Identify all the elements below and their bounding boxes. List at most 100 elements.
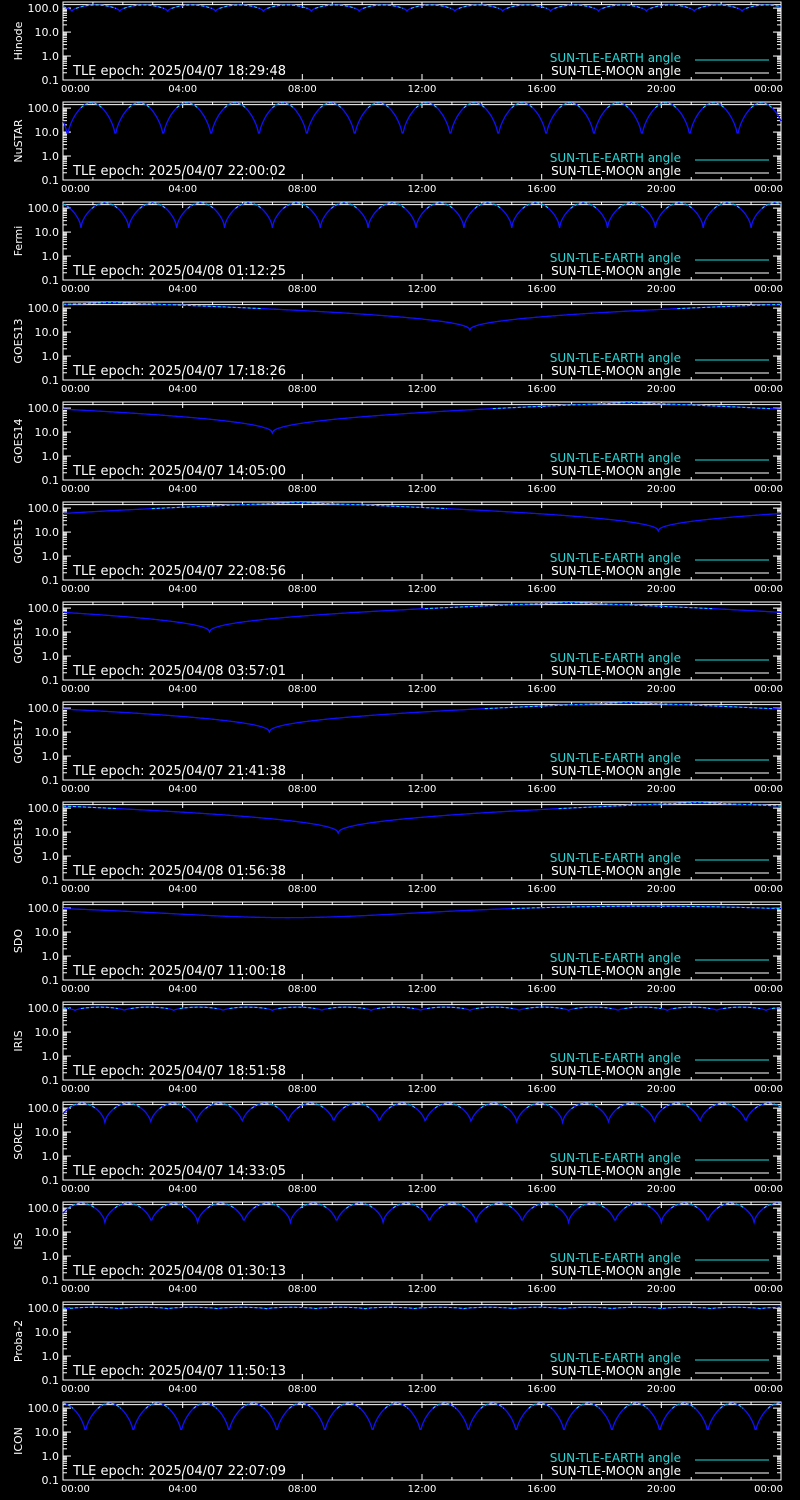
satellite-name-label: GOES15 xyxy=(12,518,25,563)
y-tick-label: 100.0 xyxy=(28,1202,60,1215)
x-tick-label: 08:00 xyxy=(288,84,317,95)
y-minor-ticks xyxy=(63,907,781,981)
x-tick-label: 08:00 xyxy=(288,784,317,795)
x-tick-label: 12:00 xyxy=(408,584,437,595)
y-tick-label: 10.0 xyxy=(35,1026,60,1039)
x-tick-label: 04:00 xyxy=(168,284,197,295)
y-tick-label: 100.0 xyxy=(28,102,60,115)
x-tick-label: 00:00 xyxy=(61,484,90,495)
x-tick-label: 00:00 xyxy=(61,1384,90,1395)
x-tick-label: 20:00 xyxy=(647,1384,676,1395)
x-tick-label: 08:00 xyxy=(288,1484,317,1495)
x-tick-label: 16:00 xyxy=(527,484,556,495)
tle-epoch-text: TLE epoch: 2025/04/08 01:30:13 xyxy=(72,1264,286,1279)
x-tick-label: 08:00 xyxy=(288,484,317,495)
x-tick-label: 04:00 xyxy=(168,384,197,395)
y-tick-label: 1.0 xyxy=(42,950,60,963)
y-tick-label: 10.0 xyxy=(35,126,60,139)
legend-earth-label: SUN-TLE-EARTH angle xyxy=(550,551,681,565)
earth-angle-curve xyxy=(62,1102,782,1126)
y-tick-label: 10.0 xyxy=(35,226,60,239)
y-tick-label: 0.1 xyxy=(42,774,60,787)
x-tick-label: 20:00 xyxy=(647,984,676,995)
tle-epoch-text: TLE epoch: 2025/04/08 01:56:38 xyxy=(72,864,286,879)
x-tick-label: 20:00 xyxy=(647,784,676,795)
x-tick-label: 16:00 xyxy=(527,884,556,895)
tle-epoch-text: TLE epoch: 2025/04/08 03:57:01 xyxy=(72,664,286,679)
y-tick-label: 10.0 xyxy=(35,626,60,639)
legend-moon-label: SUN-TLE-MOON angle xyxy=(551,1264,681,1278)
x-tick-label: 12:00 xyxy=(408,884,437,895)
x-tick-label: 20:00 xyxy=(647,484,676,495)
legend-moon-label: SUN-TLE-MOON angle xyxy=(551,1164,681,1178)
legend-moon-label: SUN-TLE-MOON angle xyxy=(551,464,681,478)
panel-sdo: 100.010.01.00.100:00 04:00 08:00 12:00 16:00… xyxy=(12,901,783,995)
x-tick-label: 20:00 xyxy=(647,284,676,295)
x-tick-label: 20:00 xyxy=(647,1484,676,1495)
x-tick-label: 04:00 xyxy=(168,1184,197,1195)
legend-moon-label: SUN-TLE-MOON angle xyxy=(551,164,681,178)
y-tick-label: 0.1 xyxy=(42,74,60,87)
y-tick-label: 10.0 xyxy=(35,26,60,39)
earth-angle-curve xyxy=(63,301,782,332)
y-tick-label: 10.0 xyxy=(35,1426,60,1439)
x-tick-label: 20:00 xyxy=(647,84,676,95)
earth-angle-highlight xyxy=(62,1402,782,1409)
y-minor-ticks xyxy=(63,707,781,781)
x-tick-label: 00:00 xyxy=(754,484,783,495)
satellite-name-label: ICON xyxy=(12,1427,25,1455)
y-tick-label: 1.0 xyxy=(42,450,60,463)
x-tick-label: 00:00 xyxy=(61,684,90,695)
x-tick-label: 12:00 xyxy=(408,984,437,995)
legend-earth-label: SUN-TLE-EARTH angle xyxy=(550,751,681,765)
x-tick-label: 00:00 xyxy=(61,884,90,895)
y-minor-ticks xyxy=(63,607,781,681)
y-minor-ticks xyxy=(63,307,781,381)
panel-nustar: 100.010.01.00.100:00 04:00 08:00 12:00 16:00… xyxy=(12,101,783,195)
legend-earth-label: SUN-TLE-EARTH angle xyxy=(550,1151,681,1165)
y-tick-label: 100.0 xyxy=(28,502,60,515)
tle-epoch-text: TLE epoch: 2025/04/07 18:51:58 xyxy=(72,1064,286,1079)
y-tick-label: 10.0 xyxy=(35,326,60,339)
legend-earth-label: SUN-TLE-EARTH angle xyxy=(550,1251,681,1265)
y-tick-label: 10.0 xyxy=(35,726,60,739)
x-tick-label: 20:00 xyxy=(647,1284,676,1295)
earth-angle-curve xyxy=(62,1306,782,1310)
x-tick-label: 04:00 xyxy=(168,1484,197,1495)
y-tick-label: 0.1 xyxy=(42,274,60,287)
y-minor-ticks xyxy=(63,1407,781,1481)
x-tick-label: 16:00 xyxy=(527,384,556,395)
y-tick-label: 0.1 xyxy=(42,674,60,687)
legend-moon-label: SUN-TLE-MOON angle xyxy=(551,564,681,578)
x-tick-label: 20:00 xyxy=(647,184,676,195)
x-tick-label: 12:00 xyxy=(408,1084,437,1095)
panel-proba-2: 100.010.01.00.100:00 04:00 08:00 12:00 16:00… xyxy=(12,1301,783,1395)
panel-goes14: 100.010.01.00.100:00 04:00 08:00 12:00 16:00… xyxy=(12,401,783,495)
tle-epoch-text: TLE epoch: 2025/04/07 14:33:05 xyxy=(72,1164,286,1179)
tle-epoch-text: TLE epoch: 2025/04/07 21:41:38 xyxy=(72,764,286,779)
x-tick-label: 04:00 xyxy=(168,1284,197,1295)
y-tick-label: 1.0 xyxy=(42,1350,60,1363)
x-tick-label: 00:00 xyxy=(754,1284,783,1295)
satellite-name-label: GOES17 xyxy=(12,718,25,763)
x-tick-label: 16:00 xyxy=(527,84,556,95)
satellite-name-label: Hinode xyxy=(12,21,25,60)
legend-earth-label: SUN-TLE-EARTH angle xyxy=(550,151,681,165)
earth-angle-highlight xyxy=(151,502,447,510)
y-minor-ticks xyxy=(63,1207,781,1281)
x-tick-label: 16:00 xyxy=(527,1384,556,1395)
satellite-name-label: GOES16 xyxy=(12,618,25,663)
y-tick-label: 1.0 xyxy=(42,150,60,163)
x-tick-label: 08:00 xyxy=(288,1284,317,1295)
x-tick-label: 00:00 xyxy=(61,1284,90,1295)
y-tick-label: 100.0 xyxy=(28,402,60,415)
earth-angle-curve xyxy=(62,905,781,919)
x-tick-label: 04:00 xyxy=(168,184,197,195)
tle-epoch-text: TLE epoch: 2025/04/08 01:12:25 xyxy=(72,264,286,279)
x-tick-label: 20:00 xyxy=(647,584,676,595)
x-tick-label: 04:00 xyxy=(168,884,197,895)
legend-moon-label: SUN-TLE-MOON angle xyxy=(551,964,681,978)
x-tick-label: 00:00 xyxy=(754,1384,783,1395)
y-tick-label: 10.0 xyxy=(35,426,60,439)
x-tick-label: 16:00 xyxy=(527,1284,556,1295)
